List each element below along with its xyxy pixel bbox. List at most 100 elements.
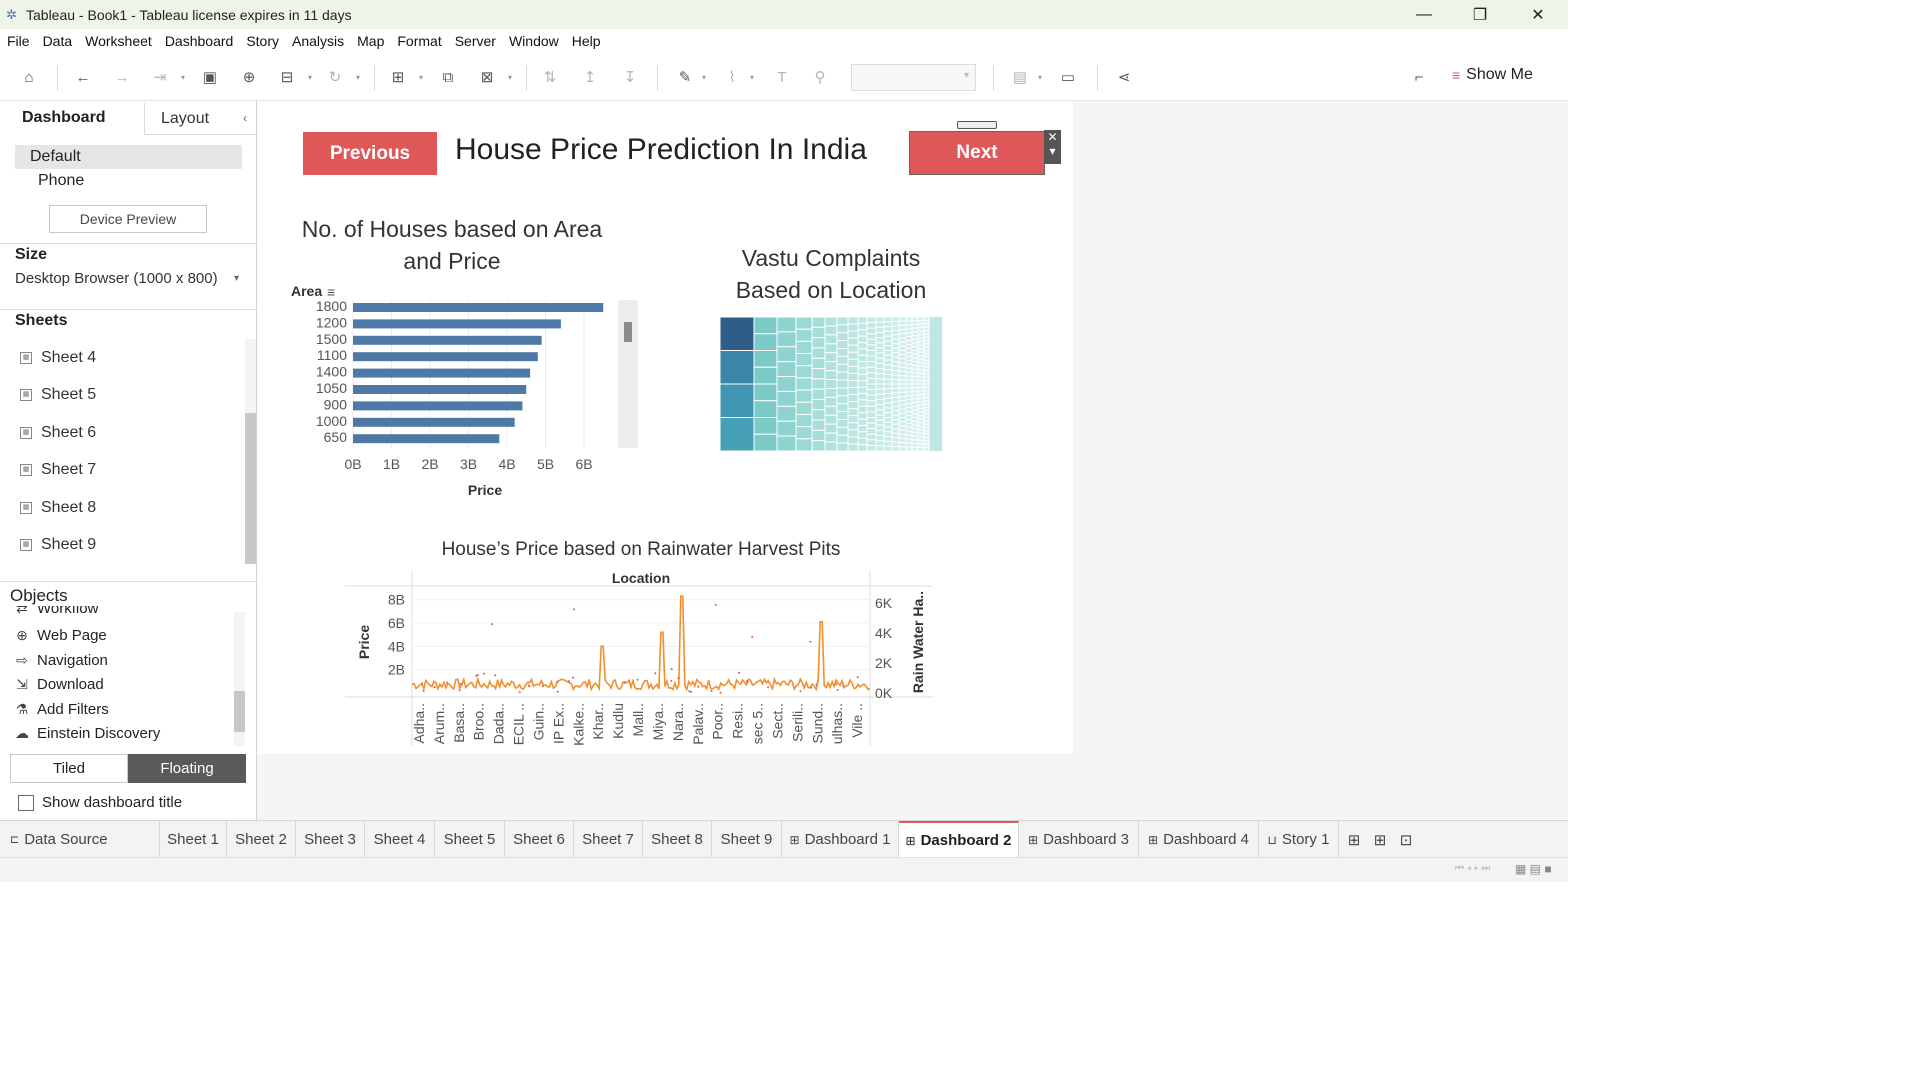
menu-window[interactable]: Window [508, 33, 559, 49]
tab-sheet-7[interactable]: Sheet 7 [574, 821, 643, 858]
menu-format[interactable]: Format [397, 33, 442, 49]
swap-icon[interactable]: ⇅ [543, 69, 557, 86]
collapse-pane-icon[interactable]: ‹ [243, 111, 247, 125]
device-phone[interactable]: Phone [38, 172, 85, 189]
sheet-list-item[interactable]: ▦ Sheet 7 [20, 461, 96, 479]
refresh-icon[interactable]: ↻ [328, 69, 342, 86]
tab-sheet-4[interactable]: Sheet 4 [365, 821, 435, 858]
new-data-source-icon[interactable]: ⊕ [242, 69, 256, 86]
view-mode-icons[interactable]: ▦ ▤ ■ [1515, 862, 1552, 876]
treemap-cell [911, 428, 919, 433]
menu-dashboard[interactable]: Dashboard [164, 33, 234, 49]
object-workflow[interactable]: ⇄ Workflow [14, 606, 98, 617]
treemap-cell [883, 417, 893, 423]
sheet-list-item[interactable]: ▦ Sheet 8 [20, 499, 96, 517]
treemap-title: Vastu Complaints Based on Location [735, 245, 927, 303]
objects-scrollbar-thumb[interactable] [234, 691, 245, 732]
menu-map[interactable]: Map [357, 33, 385, 49]
sheet-list-item[interactable]: ▦ Sheet 5 [20, 386, 96, 404]
highlight-icon[interactable]: ✎ [678, 69, 692, 86]
redo-icon[interactable]: → [114, 68, 130, 86]
clear-sheet-icon[interactable]: ⊠ [480, 69, 494, 86]
format-painter-icon[interactable]: ⌐ [1414, 68, 1424, 86]
tiled-toggle[interactable]: Tiled [10, 754, 128, 783]
sheet-list-item[interactable]: ▦ Sheet 6 [20, 424, 96, 442]
object-download[interactable]: ⇲ Download [14, 676, 104, 693]
drag-handle[interactable] [957, 121, 997, 129]
tab-sheet-6[interactable]: Sheet 6 [505, 821, 574, 858]
sheet-list-item[interactable]: ▦ Sheet 4 [20, 349, 96, 367]
tab-data-source[interactable]: ⊏ Data Source [0, 821, 160, 858]
size-dropdown[interactable]: Desktop Browser (1000 x 800) [15, 270, 218, 287]
sheet-tab-bar: ⊏ Data Source Sheet 1 Sheet 2 Sheet 3 She… [0, 820, 1568, 858]
show-me-button[interactable]: ≡ Show Me [1452, 66, 1533, 83]
menu-data[interactable]: Data [42, 33, 73, 49]
tab-story-1[interactable]: ⊔ Story 1 [1259, 821, 1339, 858]
close-button[interactable]: ✕ [1531, 6, 1545, 24]
tab-sheet-2[interactable]: Sheet 2 [227, 821, 296, 858]
bar-chart-title: No. of Houses based on Area and Price [301, 216, 603, 274]
show-cards-icon[interactable]: ▤ [1012, 69, 1028, 86]
group-icon[interactable]: ⌇ [728, 69, 736, 86]
new-dashboard-tab-icon[interactable]: ⊞ [1373, 831, 1387, 849]
tab-navigation-icon[interactable]: ⏮ ◂ ▸ ⏭ [1455, 863, 1491, 874]
database-icon: ⊏ [10, 834, 20, 846]
fix-axes-icon[interactable]: ⚲ [814, 69, 826, 86]
object-add-filters[interactable]: ⚗ Add Filters [15, 701, 109, 718]
tab-sheet-5[interactable]: Sheet 5 [435, 821, 505, 858]
menu-story[interactable]: Story [246, 33, 279, 49]
previous-button[interactable]: Previous [303, 132, 437, 175]
objects-scrollbar[interactable] [234, 612, 245, 746]
tab-dashboard-2[interactable]: ⊞ Dashboard 2 [899, 821, 1019, 858]
tab-dashboard-4[interactable]: ⊞ Dashboard 4 [1139, 821, 1259, 858]
treemap-cell [824, 396, 838, 407]
object-einstein-discovery[interactable]: ☁ Einstein Discovery [15, 725, 161, 742]
treemap-cell [911, 317, 919, 322]
home-icon[interactable]: ⌂ [24, 68, 34, 86]
tab-sheet-9[interactable]: Sheet 9 [712, 821, 782, 858]
minimize-button[interactable]: — [1416, 5, 1432, 23]
undo-icon[interactable]: ← [75, 68, 91, 86]
treemap-cell [898, 329, 907, 335]
show-title-checkbox[interactable] [18, 795, 34, 811]
chevron-down-icon[interactable]: ▾ [234, 273, 240, 284]
pause-updates-icon[interactable]: ⊟ [280, 69, 294, 86]
menu-server[interactable]: Server [454, 33, 496, 49]
device-default[interactable]: Default [15, 145, 242, 169]
next-button[interactable]: Next [909, 131, 1045, 175]
tab-sheet-1[interactable]: Sheet 1 [160, 821, 227, 858]
tab-layout[interactable]: Layout [144, 103, 256, 135]
sort-descending-icon[interactable]: ↧ [623, 69, 637, 86]
tab-sheet-8[interactable]: Sheet 8 [643, 821, 712, 858]
sheet-list-item[interactable]: ▦ Sheet 9 [20, 536, 96, 554]
object-navigation[interactable]: ⇨ Navigation [14, 652, 108, 669]
close-object-icon[interactable]: ✕ ▾ [1044, 130, 1061, 164]
labels-icon[interactable]: T [777, 68, 787, 86]
presentation-mode-icon[interactable]: ▭ [1060, 69, 1076, 86]
replay-icon[interactable]: ⇥ [153, 69, 167, 86]
treemap-cell [811, 419, 826, 431]
tab-dashboard-3[interactable]: ⊞ Dashboard 3 [1019, 821, 1139, 858]
tab-dashboard-1[interactable]: ⊞ Dashboard 1 [782, 821, 899, 858]
save-icon[interactable]: ▣ [202, 69, 218, 86]
sheets-scrollbar-thumb[interactable] [245, 413, 256, 564]
menu-worksheet[interactable]: Worksheet [85, 33, 152, 49]
restore-button[interactable]: ❐ [1472, 6, 1488, 24]
menu-help[interactable]: Help [571, 33, 601, 49]
treemap-cell [891, 428, 900, 434]
menu-file[interactable]: File [7, 33, 30, 49]
duplicate-sheet-icon[interactable]: ⧉ [442, 68, 454, 86]
share-icon[interactable]: ⋖ [1117, 69, 1131, 86]
menu-analysis[interactable]: Analysis [292, 33, 345, 49]
new-worksheet-icon[interactable]: ⊞ [391, 69, 405, 86]
fit-dropdown[interactable] [851, 64, 976, 91]
device-preview-button[interactable]: Device Preview [49, 205, 207, 233]
new-story-tab-icon[interactable]: ⊡ [1399, 831, 1413, 849]
new-worksheet-tab-icon[interactable]: ⊞ [1347, 831, 1361, 849]
y-tick-label: 1200 [316, 314, 347, 330]
tab-sheet-3[interactable]: Sheet 3 [296, 821, 365, 858]
object-web-page[interactable]: ⊕ Web Page [14, 627, 107, 644]
tab-dashboard[interactable]: Dashboard [0, 103, 144, 135]
floating-toggle[interactable]: Floating [128, 754, 246, 783]
sort-ascending-icon[interactable]: ↥ [583, 69, 597, 86]
